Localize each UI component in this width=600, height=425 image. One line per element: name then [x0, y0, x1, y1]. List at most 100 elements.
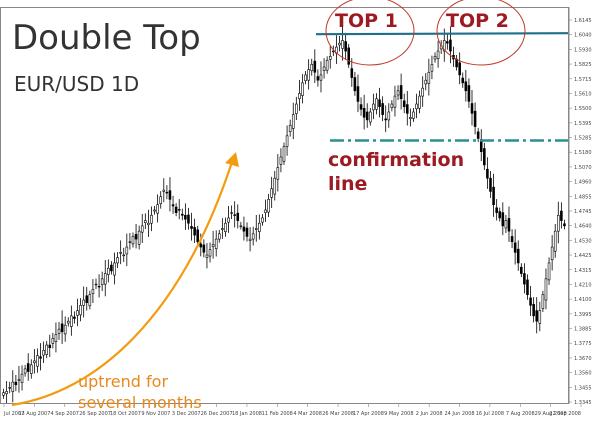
x-tick-label: 26 Mar 2008 — [322, 411, 354, 417]
candle-body — [214, 238, 218, 249]
x-tick-label: 22 Sep 2008 — [549, 411, 581, 417]
candle-body — [513, 242, 517, 253]
candle-body — [45, 344, 48, 355]
candle-body — [73, 316, 76, 319]
y-tick-label: 1.5930 — [574, 47, 592, 53]
candle-body — [125, 246, 129, 255]
x-tick-label: 2 Jun 2008 — [416, 411, 443, 417]
candle-body — [8, 387, 11, 389]
candle-body — [538, 310, 542, 324]
x-tick-label: 26 Sep 2007 — [79, 411, 111, 417]
candle-body — [520, 266, 523, 274]
candle-body — [541, 294, 545, 309]
candle-body — [372, 103, 375, 111]
x-tick-label: 29 Aug 2008 — [535, 411, 567, 417]
candle-body — [424, 79, 428, 85]
candle-body — [140, 225, 144, 233]
candle-body — [193, 227, 196, 236]
y-tick-label: 1.3885 — [574, 327, 592, 333]
x-tick-label: 9 Nov 2007 — [141, 411, 170, 417]
candle-body — [473, 110, 477, 127]
candle-body — [97, 285, 101, 288]
candle-body — [233, 214, 236, 216]
candle-body — [313, 60, 317, 73]
candle-body — [217, 233, 221, 240]
candle-body — [467, 85, 471, 102]
candle-body — [470, 103, 474, 114]
candle-body — [150, 214, 153, 224]
candle-body — [85, 295, 89, 303]
candle-body — [110, 264, 113, 272]
resistance-line — [315, 32, 569, 36]
candle-body — [393, 95, 397, 108]
candle-body — [245, 227, 249, 237]
candle-body — [208, 249, 212, 257]
candle-body — [322, 66, 326, 71]
y-tick-label: 1.3995 — [574, 312, 592, 318]
candle-body — [23, 368, 27, 374]
candle-body — [227, 217, 230, 223]
candle-body — [442, 40, 446, 52]
candle-body — [461, 77, 465, 84]
candle-body — [26, 363, 30, 372]
candle-body — [498, 211, 502, 219]
candle-body — [396, 90, 400, 96]
candle-body — [57, 328, 61, 334]
candle-body — [307, 69, 310, 81]
y-tick-label: 1.5825 — [574, 62, 592, 68]
candles-group — [2, 26, 566, 404]
y-tick-label: 1.5715 — [574, 77, 592, 83]
candle-body — [532, 303, 535, 317]
candle-body — [162, 189, 166, 192]
candle-body — [328, 56, 332, 60]
candle-body — [544, 278, 548, 301]
candle-body — [224, 222, 227, 232]
x-tick-label: 24 Jun 2008 — [444, 411, 474, 417]
candle-body — [199, 243, 203, 248]
candle-body — [449, 39, 452, 52]
candle-body — [251, 233, 255, 240]
y-tick-label: 1.4210 — [574, 282, 592, 288]
candle-body — [66, 320, 70, 324]
x-tick-label: 11 Feb 2008 — [262, 411, 293, 417]
x-tick-label: 18 Jan 2008 — [232, 411, 262, 417]
uptrend-arrowhead — [225, 152, 239, 167]
candle-body — [236, 212, 240, 221]
candle-body — [48, 344, 52, 348]
candle-body — [11, 381, 15, 392]
y-tick-label: 1.5285 — [574, 136, 592, 142]
candle-body — [168, 190, 172, 200]
candle-body — [76, 310, 79, 316]
candle-body — [82, 299, 85, 306]
candle-body — [390, 103, 394, 109]
candle-body — [39, 356, 42, 359]
x-tick-label: 3 Dec 2007 — [172, 411, 201, 417]
candle-body — [282, 146, 286, 162]
y-tick-label: 1.4100 — [574, 297, 592, 303]
y-tick-label: 1.3670 — [574, 356, 592, 362]
candle-body — [134, 234, 138, 240]
candle-body — [495, 207, 498, 213]
candle-body — [100, 278, 104, 285]
candle-body — [316, 76, 320, 81]
candle-body — [94, 283, 98, 286]
candle-body — [387, 111, 391, 121]
candle-body — [107, 267, 110, 275]
candle-body — [285, 135, 289, 147]
candle-body — [529, 297, 532, 306]
candle-body — [159, 196, 163, 204]
x-tick-label: 26 Dec 2007 — [201, 411, 233, 417]
confirmation-label: confirmation line — [328, 148, 464, 196]
top2-label: TOP 2 — [446, 10, 509, 32]
candle-body — [433, 56, 437, 60]
candle-body — [242, 226, 246, 232]
y-tick-label: 1.4640 — [574, 224, 592, 230]
candle-body — [421, 87, 424, 97]
candle-body — [119, 252, 122, 254]
y-tick-label: 1.4425 — [574, 253, 592, 259]
candle-body — [103, 273, 107, 285]
candle-body — [359, 104, 363, 110]
y-tick-label: 1.5500 — [574, 106, 592, 112]
y-tick-label: 1.5070 — [574, 165, 592, 171]
candle-body — [131, 236, 135, 245]
